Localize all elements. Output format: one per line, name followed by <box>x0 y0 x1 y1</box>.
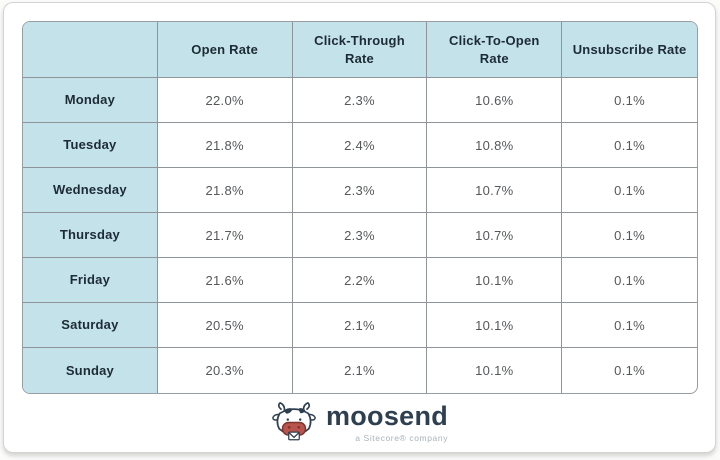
row-header-friday: Friday <box>23 258 158 303</box>
table-cell: 10.1% <box>427 303 563 348</box>
row-header-thursday: Thursday <box>23 213 158 258</box>
table-cell: 0.1% <box>562 123 697 168</box>
cow-mascot-icon <box>271 401 317 445</box>
table-cell: 20.5% <box>157 303 293 348</box>
column-header-unsubscribe-rate: Unsubscribe Rate <box>562 22 697 78</box>
table-corner-cell <box>23 22 158 78</box>
table-cell: 20.3% <box>158 348 293 393</box>
brand-tagline: a Sitecore® company <box>355 433 449 443</box>
row-header-tuesday: Tuesday <box>23 123 158 168</box>
table-cell: 21.8% <box>157 123 293 168</box>
table-cell: 10.7% <box>427 213 563 258</box>
column-header-click-to-open-rate: Click-To-Open Rate <box>427 22 563 78</box>
table-cell: 2.3% <box>292 168 428 213</box>
table-cell: 0.1% <box>562 78 697 123</box>
column-header-open-rate: Open Rate <box>157 22 293 78</box>
table-cell: 10.1% <box>427 258 563 303</box>
table-cell: 21.7% <box>157 213 293 258</box>
table-cell: 2.1% <box>292 303 428 348</box>
table-cell: 21.6% <box>157 258 293 303</box>
table-cell: 2.2% <box>292 258 428 303</box>
table-cell: 2.3% <box>292 78 428 123</box>
table-cell: 2.4% <box>292 123 428 168</box>
row-header-wednesday: Wednesday <box>23 168 158 213</box>
table-cell: 10.8% <box>427 123 563 168</box>
row-header-monday: Monday <box>23 78 158 123</box>
table-cell: 0.1% <box>562 168 697 213</box>
email-stats-table: Open Rate Click-Through Rate Click-To-Op… <box>22 21 698 394</box>
table-cell: 10.7% <box>427 168 563 213</box>
row-header-saturday: Saturday <box>23 303 158 348</box>
table-cell: 0.1% <box>614 363 646 378</box>
row-header-sunday: Sunday <box>23 348 158 393</box>
table-cell: 10.1% <box>427 348 563 393</box>
column-header-click-through-rate: Click-Through Rate <box>292 22 428 78</box>
table-cell: 0.1% <box>562 213 697 258</box>
table-cell: 2.3% <box>292 213 428 258</box>
table-cell: 0.1% <box>562 303 697 348</box>
stats-card: Open Rate Click-Through Rate Click-To-Op… <box>3 2 716 453</box>
table-cell: 2.1% <box>293 348 428 393</box>
table-cell: 10.6% <box>427 78 563 123</box>
table-cell: 21.8% <box>157 168 293 213</box>
brand-wordmark: moosend <box>325 401 449 431</box>
moosend-logo: moosend a Sitecore® company <box>4 394 715 452</box>
table-cell: 22.0% <box>157 78 293 123</box>
table-cell: 0.1% <box>562 258 697 303</box>
